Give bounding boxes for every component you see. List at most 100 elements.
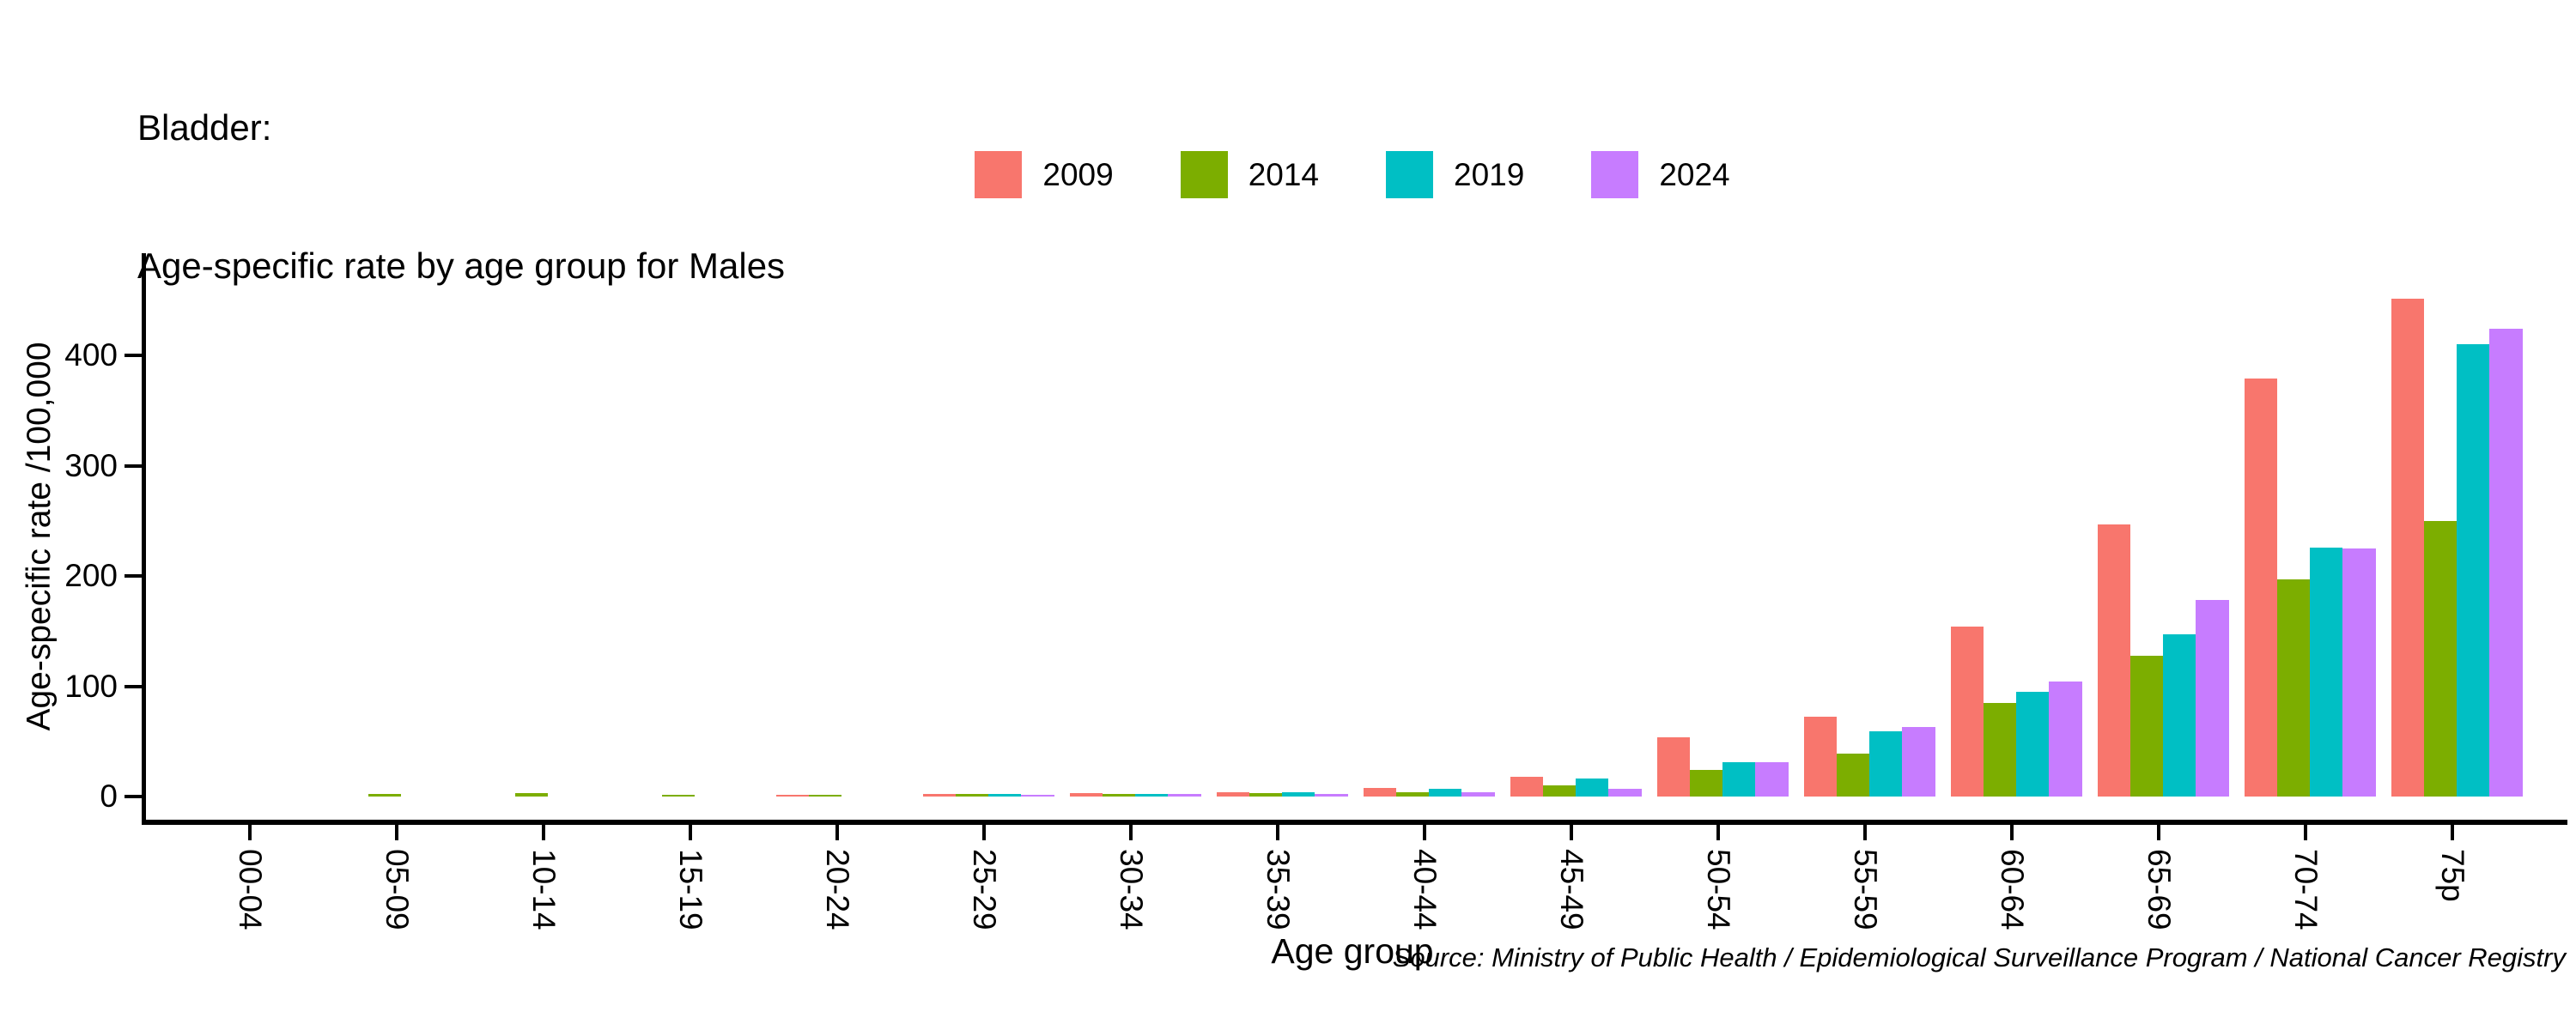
bar-40-44-2019 [1429, 789, 1462, 797]
chart-title: Bladder: Age-specific rate by age group … [137, 12, 785, 381]
bar-70-74-2014 [2276, 579, 2310, 797]
legend-item-2024: 2024 [1591, 151, 1730, 198]
x-tick-mark-75p [2451, 825, 2454, 840]
bar-65-69-2019 [2163, 634, 2196, 797]
bar-70-74-2009 [2244, 378, 2277, 797]
bar-40-44-2009 [1363, 787, 1396, 797]
x-tick-mark-00-04 [248, 825, 252, 840]
bar-75p-2014 [2423, 520, 2457, 797]
bar-65-69-2014 [2129, 655, 2163, 797]
bar-50-54-2024 [1755, 762, 1789, 797]
bar-60-64-2014 [1983, 702, 2016, 797]
x-tick-label-10-14: 10-14 [526, 849, 562, 930]
bar-35-39-2024 [1315, 794, 1348, 797]
bar-65-69-2009 [2097, 524, 2130, 797]
x-tick-mark-40-44 [1423, 825, 1426, 840]
bar-45-49-2019 [1576, 779, 1609, 797]
legend-swatch-2019 [1386, 151, 1433, 198]
bar-25-29-2014 [955, 794, 988, 797]
bar-60-64-2024 [2049, 682, 2082, 797]
x-tick-label-20-24: 20-24 [820, 849, 855, 930]
bar-60-64-2009 [1950, 627, 1984, 797]
bar-25-29-2024 [1021, 795, 1054, 797]
legend: 2009 2014 2019 2024 [142, 151, 2563, 198]
bar-70-74-2024 [2342, 548, 2376, 797]
legend-label-2019: 2019 [1454, 156, 1525, 192]
bar-50-54-2019 [1722, 762, 1756, 797]
y-tick-mark-300 [125, 464, 142, 468]
bar-30-34-2019 [1135, 794, 1169, 797]
bar-30-34-2009 [1069, 793, 1103, 797]
bar-55-59-2009 [1803, 717, 1837, 797]
bar-75p-2009 [2391, 299, 2424, 797]
x-tick-mark-30-34 [1129, 825, 1133, 840]
x-tick-mark-50-54 [1716, 825, 1720, 840]
y-tick-label-0: 0 [100, 779, 118, 814]
x-tick-label-40-44: 40-44 [1407, 849, 1443, 930]
bar-20-24-2009 [775, 795, 809, 797]
bar-30-34-2014 [1102, 794, 1135, 797]
y-tick-mark-100 [125, 684, 142, 688]
y-tick-label-100: 100 [64, 668, 118, 704]
x-tick-label-25-29: 25-29 [967, 849, 1002, 930]
x-tick-mark-35-39 [1276, 825, 1279, 840]
bar-20-24-2014 [808, 795, 841, 797]
x-tick-mark-20-24 [835, 825, 839, 840]
bar-15-19-2014 [661, 795, 695, 797]
bar-25-29-2019 [988, 794, 1022, 797]
y-tick-label-300: 300 [64, 447, 118, 483]
x-tick-label-70-74: 70-74 [2288, 849, 2324, 930]
x-tick-mark-10-14 [542, 825, 545, 840]
legend-label-2014: 2014 [1248, 156, 1319, 192]
bar-05-09-2014 [368, 794, 401, 797]
x-tick-label-30-34: 30-34 [1114, 849, 1149, 930]
x-tick-mark-60-64 [2010, 825, 2014, 840]
x-tick-label-60-64: 60-64 [1995, 849, 2030, 930]
x-tick-label-75p: 75p [2435, 849, 2470, 902]
x-tick-mark-55-59 [1863, 825, 1867, 840]
bar-55-59-2019 [1869, 731, 1903, 797]
bar-40-44-2014 [1395, 791, 1429, 797]
chart-title-line1: Bladder: [137, 106, 272, 148]
bar-10-14-2014 [514, 793, 548, 797]
x-tick-label-65-69: 65-69 [2142, 849, 2177, 930]
bar-50-54-2009 [1656, 736, 1690, 797]
legend-swatch-2014 [1180, 151, 1228, 198]
bar-55-59-2014 [1836, 753, 1869, 797]
legend-swatch-2009 [975, 151, 1023, 198]
legend-item-2019: 2019 [1386, 151, 1524, 198]
y-tick-label-200: 200 [64, 558, 118, 593]
y-tick-mark-200 [125, 574, 142, 578]
legend-item-2009: 2009 [975, 151, 1114, 198]
x-tick-mark-70-74 [2304, 825, 2307, 840]
bar-45-49-2024 [1608, 789, 1642, 797]
legend-label-2009: 2009 [1042, 156, 1114, 192]
bar-55-59-2024 [1902, 727, 1935, 797]
bar-60-64-2019 [2016, 691, 2050, 797]
bar-45-49-2014 [1542, 785, 1576, 797]
x-tick-label-55-59: 55-59 [1848, 849, 1883, 930]
x-tick-label-35-39: 35-39 [1261, 849, 1296, 930]
x-axis-title: Age group [1271, 931, 1434, 971]
bar-50-54-2014 [1689, 770, 1722, 797]
bar-40-44-2024 [1461, 791, 1495, 797]
plot-panel [142, 253, 2567, 825]
x-tick-label-15-19: 15-19 [673, 849, 708, 930]
x-tick-label-50-54: 50-54 [1701, 849, 1736, 930]
bar-75p-2024 [2489, 329, 2523, 797]
x-tick-mark-25-29 [982, 825, 986, 840]
legend-swatch-2024 [1591, 151, 1639, 198]
y-tick-mark-400 [125, 354, 142, 357]
bar-35-39-2014 [1249, 793, 1282, 797]
x-tick-label-05-09: 05-09 [380, 849, 415, 930]
source-note: Source: Ministry of Public Health / Epid… [1392, 942, 2566, 972]
bar-35-39-2009 [1216, 791, 1249, 797]
legend-label-2024: 2024 [1659, 156, 1730, 192]
bar-65-69-2024 [2196, 600, 2229, 797]
y-tick-label-400: 400 [64, 337, 118, 373]
bar-75p-2019 [2457, 344, 2490, 797]
x-tick-mark-15-19 [689, 825, 692, 840]
y-tick-mark-0 [125, 795, 142, 798]
bar-35-39-2019 [1282, 791, 1315, 797]
legend-item-2014: 2014 [1180, 151, 1319, 198]
